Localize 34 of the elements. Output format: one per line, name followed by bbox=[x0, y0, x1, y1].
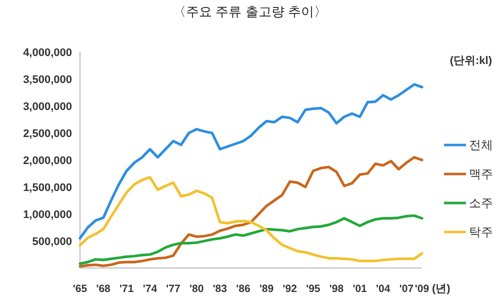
x-tick-label: '83 bbox=[212, 283, 228, 295]
x-tick-label: '86 bbox=[236, 283, 250, 295]
x-tick-label: '80 bbox=[189, 283, 204, 295]
y-tick-label: 3,000,000 bbox=[23, 100, 72, 113]
x-tick-label: '09 bbox=[414, 283, 430, 295]
legend-label: 전체 bbox=[469, 138, 493, 152]
legend-label: 탁주 bbox=[469, 225, 493, 240]
y-tick-label: 1,000,000 bbox=[23, 208, 72, 221]
x-tick-label: '74 bbox=[142, 283, 158, 295]
chart-title: 〈주요 주류 출고량 추이〉 bbox=[173, 4, 327, 19]
line-series bbox=[78, 214, 424, 265]
y-tick-label: 3,500,000 bbox=[23, 74, 72, 86]
text: (단위:kl) bbox=[450, 55, 492, 67]
x-tick-label: '65 bbox=[72, 283, 88, 295]
x-tick-label: '07 bbox=[399, 283, 414, 295]
x-tick-label: '92 bbox=[282, 283, 298, 295]
y-tick-label: 4,000,000 bbox=[23, 46, 72, 59]
y-tick-label: 2,000,000 bbox=[23, 154, 72, 167]
line-series bbox=[78, 176, 424, 262]
legend-label: 소주 bbox=[469, 196, 493, 210]
y-tick-label: 1,500,000 bbox=[23, 182, 72, 194]
x-tick-label: '04 bbox=[376, 283, 390, 295]
legend-label: 맥주 bbox=[469, 167, 493, 182]
line-series bbox=[78, 83, 424, 240]
y-tick-label: 2,500,000 bbox=[23, 128, 72, 140]
x-axis-title: (년) bbox=[432, 283, 451, 295]
x-tick-label: '89 bbox=[259, 283, 274, 295]
x-tick-label: '95 bbox=[306, 283, 320, 295]
y-tick-label: 500,000 bbox=[32, 236, 72, 248]
x-tick-label: '01 bbox=[352, 283, 368, 295]
x-tick-label: '77 bbox=[166, 283, 181, 295]
x-tick-label: '98 bbox=[329, 283, 344, 295]
x-tick-label: '71 bbox=[120, 283, 134, 295]
x-tick-label: '68 bbox=[96, 283, 111, 295]
